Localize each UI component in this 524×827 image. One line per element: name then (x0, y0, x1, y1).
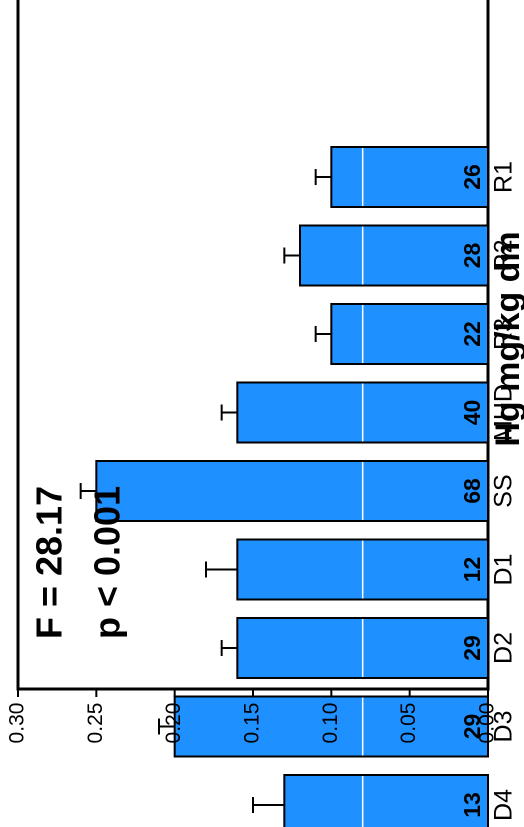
annotation-f-statistic: F = 28.17 (29, 486, 70, 639)
bar-count-d3: 29 (459, 714, 485, 740)
ticks-layer: 0.00 0.05 0.10 0.15 0.20 0.25 0.30 (6, 689, 499, 743)
y-axis-title: Hg mg/kg dm (489, 231, 524, 446)
y-tick-label-0-25: 0.25 (84, 703, 107, 744)
bar-d4 (283, 774, 490, 827)
y-tick-label-0-20: 0.20 (162, 703, 185, 744)
category-label-d4: D4 (490, 789, 518, 821)
category-label-d1: D1 (490, 554, 518, 586)
bar-count-mhd: 40 (459, 400, 485, 426)
category-label-mhd: MHD (490, 384, 518, 441)
bars-layer: 26 28 22 40 68 12 29 29 13 (79, 146, 490, 827)
category-label-ss: SS (490, 474, 518, 507)
category-label-d3: D3 (490, 711, 518, 743)
y-tick-label-0-05: 0.05 (397, 703, 420, 744)
category-label-r3: R3 (490, 318, 518, 350)
bar-count-d2: 29 (459, 635, 485, 661)
bar-ss (95, 460, 489, 522)
bar-count-r2: 28 (459, 243, 485, 269)
y-tick-label-0-15: 0.15 (241, 703, 264, 744)
bar-count-d1: 12 (459, 557, 485, 583)
annotation-p-value: p < 0.001 (87, 486, 128, 639)
category-labels-layer: R1 R2 R3 MHD SS D1 D2 D3 D4 (490, 161, 518, 821)
category-label-r2: R2 (490, 240, 518, 272)
bar-count-r3: 22 (459, 321, 485, 347)
bar-count-d4: 13 (459, 792, 485, 818)
y-tick-label-0-30: 0.30 (6, 703, 29, 744)
bar-count-ss: 68 (459, 478, 485, 504)
category-label-d2: D2 (490, 632, 518, 664)
y-tick-label-0-00: 0.00 (476, 703, 499, 744)
bar-count-r1: 26 (459, 164, 485, 190)
category-label-r1: R1 (490, 161, 518, 193)
y-tick-label-0-10: 0.10 (319, 703, 342, 744)
